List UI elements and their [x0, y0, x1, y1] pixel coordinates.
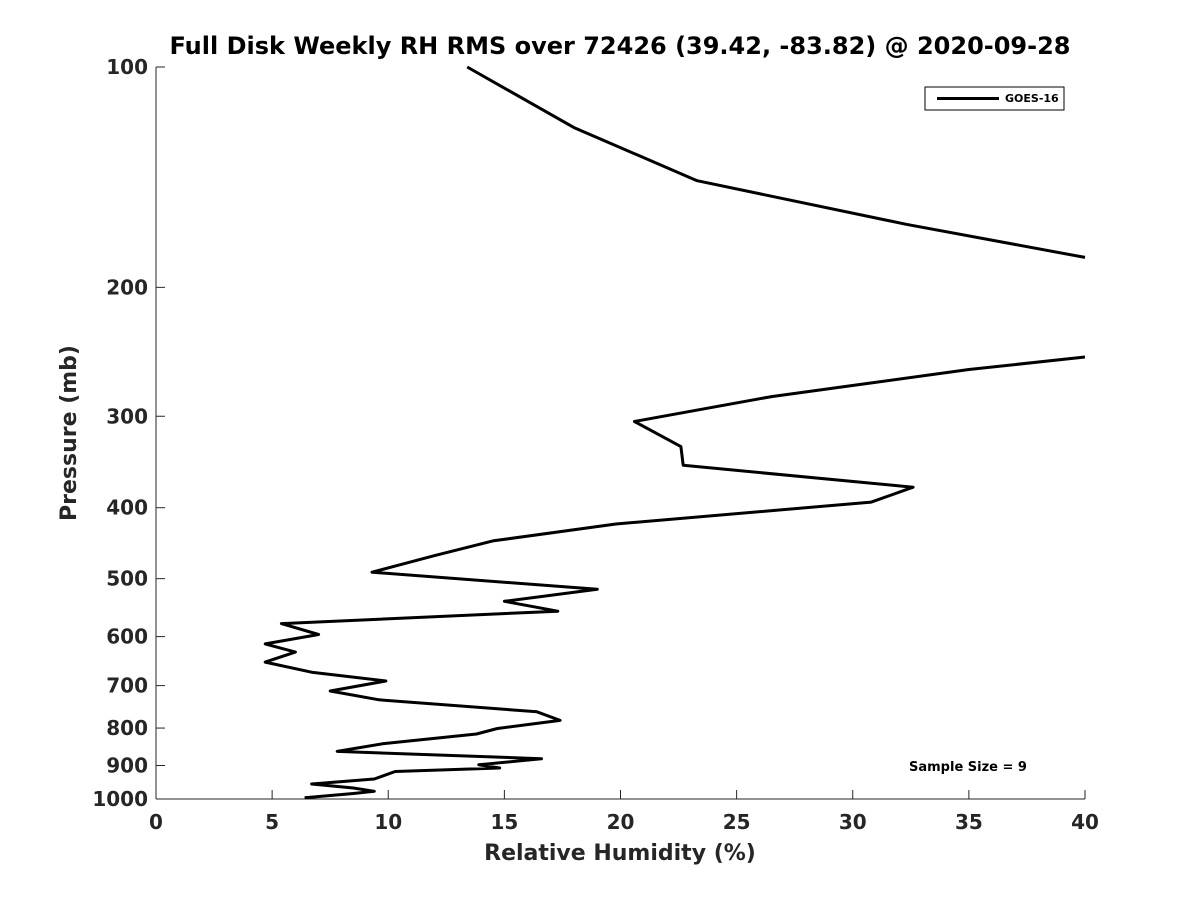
y-tick-label: 700 [106, 674, 148, 698]
x-ticks: 0 5 10 15 20 25 30 35 40 [149, 790, 1099, 834]
x-tick-label: 40 [1071, 810, 1099, 834]
x-tick-label: 15 [490, 810, 518, 834]
y-tick-label: 900 [106, 754, 148, 778]
series-line-0-segment-1 [263, 355, 1086, 800]
y-tick-label: 600 [106, 625, 148, 649]
y-tick-label: 400 [106, 496, 148, 520]
y-tick-label: 1000 [92, 787, 148, 811]
x-axis-label: Relative Humidity (%) [484, 841, 756, 866]
x-tick-label: 35 [955, 810, 983, 834]
y-tick-label: 300 [106, 404, 148, 428]
y-tick-label: 200 [106, 275, 148, 299]
x-tick-label: 30 [839, 810, 867, 834]
y-tick-label: 100 [106, 55, 148, 79]
x-tick-label: 0 [149, 810, 163, 834]
chart-title: Full Disk Weekly RH RMS over 72426 (39.4… [169, 32, 1070, 60]
y-tick-label: 800 [106, 716, 148, 740]
x-tick-label: 10 [374, 810, 402, 834]
axes [155, 67, 1085, 800]
x-tick-label: 5 [265, 810, 279, 834]
y-axis-label: Pressure (mb) [57, 345, 82, 521]
series-line-0-segment-0 [466, 65, 1086, 259]
y-ticks: 100 200 300 400 500 600 700 800 900 1000 [92, 55, 165, 811]
sample-size-annotation: Sample Size = 9 [909, 760, 1027, 775]
x-tick-label: 20 [607, 810, 635, 834]
x-tick-label: 25 [723, 810, 751, 834]
y-tick-label: 500 [106, 567, 148, 591]
plot-area [263, 65, 1086, 800]
legend-label: GOES-16 [1005, 92, 1059, 105]
legend: GOES-16 [924, 86, 1065, 111]
